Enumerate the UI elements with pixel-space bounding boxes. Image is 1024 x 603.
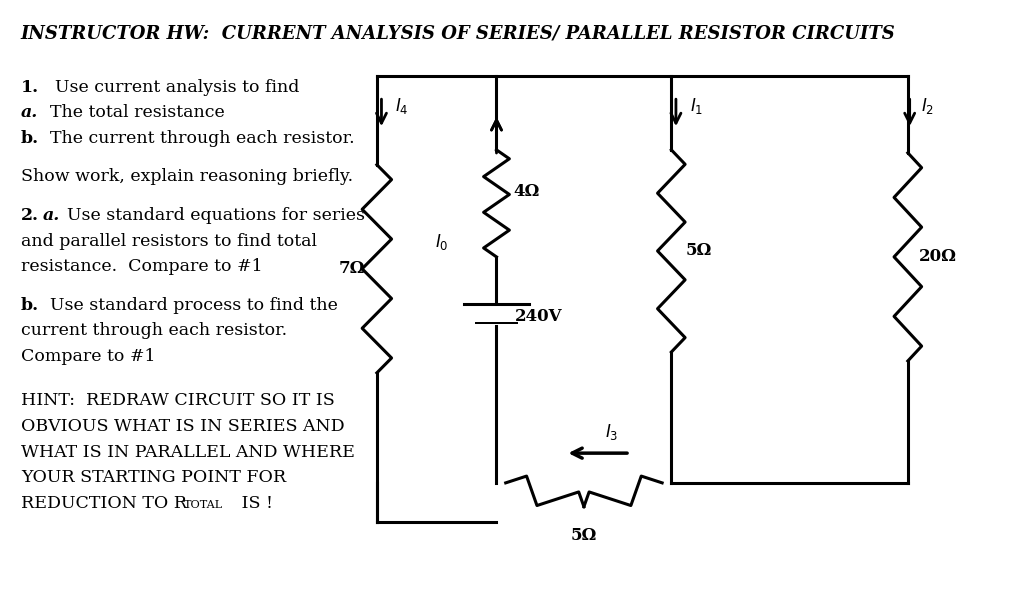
Text: 2.: 2. <box>20 207 39 224</box>
Text: and parallel resistors to find total: and parallel resistors to find total <box>20 233 316 250</box>
Text: IS !: IS ! <box>237 495 273 512</box>
Text: Use current analysis to find: Use current analysis to find <box>54 78 299 95</box>
Text: YOUR STARTING POINT FOR: YOUR STARTING POINT FOR <box>20 469 286 486</box>
Text: 5Ω: 5Ω <box>685 242 712 259</box>
Text: TOTAL: TOTAL <box>183 499 223 510</box>
Text: b.: b. <box>20 297 39 314</box>
Text: HINT:  REDRAW CIRCUIT SO IT IS: HINT: REDRAW CIRCUIT SO IT IS <box>20 393 335 409</box>
Text: resistance.  Compare to #1: resistance. Compare to #1 <box>20 258 262 275</box>
Text: 4Ω: 4Ω <box>513 183 540 200</box>
Text: 240V: 240V <box>515 308 562 325</box>
Text: 1.: 1. <box>20 78 39 95</box>
Text: OBVIOUS WHAT IS IN SERIES AND: OBVIOUS WHAT IS IN SERIES AND <box>20 418 344 435</box>
Text: 7Ω: 7Ω <box>338 260 365 277</box>
Text: $I_2$: $I_2$ <box>921 96 934 116</box>
Text: INSTRUCTOR HW:  CURRENT ANALYSIS OF SERIES/ PARALLEL RESISTOR CIRCUITS: INSTRUCTOR HW: CURRENT ANALYSIS OF SERIE… <box>20 25 895 43</box>
Text: Use standard equations for series: Use standard equations for series <box>67 207 365 224</box>
Text: WHAT IS IN PARALLEL AND WHERE: WHAT IS IN PARALLEL AND WHERE <box>20 444 354 461</box>
Text: The current through each resistor.: The current through each resistor. <box>50 130 354 147</box>
Text: $I_0$: $I_0$ <box>434 232 449 252</box>
Text: 5Ω: 5Ω <box>570 528 597 545</box>
Text: a.: a. <box>43 207 60 224</box>
Text: $I_3$: $I_3$ <box>605 422 618 443</box>
Text: Use standard process to find the: Use standard process to find the <box>50 297 338 314</box>
Text: current through each resistor.: current through each resistor. <box>20 323 287 339</box>
Text: b.: b. <box>20 130 39 147</box>
Text: The total resistance: The total resistance <box>50 104 225 121</box>
Text: Compare to #1: Compare to #1 <box>20 348 156 365</box>
Text: REDUCTION TO R: REDUCTION TO R <box>20 495 186 512</box>
Text: 20Ω: 20Ω <box>919 248 956 265</box>
Text: Show work, explain reasoning briefly.: Show work, explain reasoning briefly. <box>20 168 353 185</box>
Text: a.: a. <box>20 104 38 121</box>
Text: $I_4$: $I_4$ <box>395 96 409 116</box>
Text: $I_1$: $I_1$ <box>690 96 703 116</box>
